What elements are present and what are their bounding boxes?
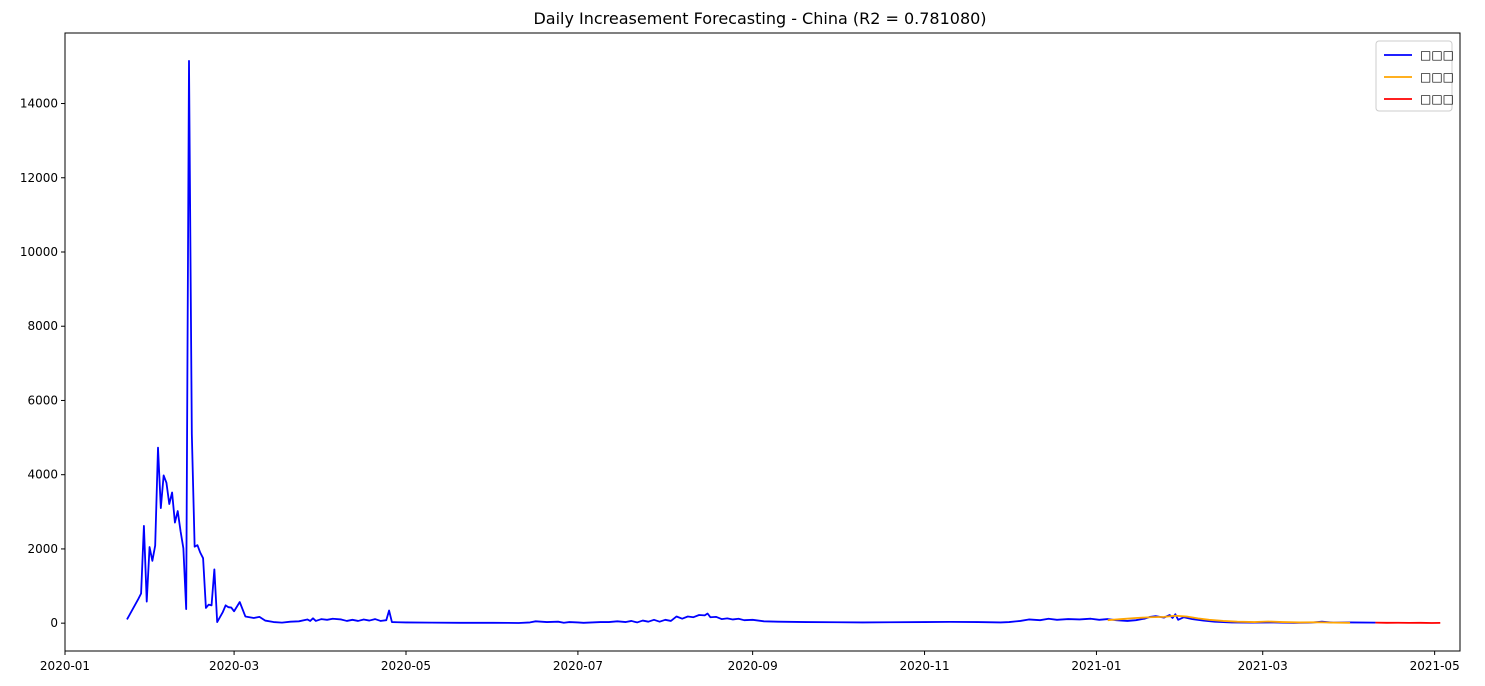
y-tick-label: 10000 bbox=[20, 245, 58, 259]
axis-layer: 2020-01 2020-03 2020-05 2020-07 2020-09 2020-… bbox=[20, 97, 1460, 673]
y-tick-label: 2000 bbox=[27, 542, 58, 556]
x-tick-label: 2020-03 bbox=[209, 659, 259, 673]
y-tick-label: 8000 bbox=[27, 319, 58, 333]
y-tick-label: 0 bbox=[50, 616, 58, 630]
series-layer bbox=[127, 61, 1440, 623]
y-tick-label: 6000 bbox=[27, 393, 58, 407]
series-line-1 bbox=[127, 61, 1375, 623]
legend-label-3: □□□ bbox=[1420, 92, 1454, 106]
x-tick-label: 2020-01 bbox=[40, 659, 90, 673]
y-tick-label: 4000 bbox=[27, 468, 58, 482]
y-tick-label: 12000 bbox=[20, 171, 58, 185]
x-tick-label: 2020-07 bbox=[553, 659, 603, 673]
legend-label-1: □□□ bbox=[1420, 48, 1454, 62]
x-tick-label: 2021-03 bbox=[1238, 659, 1288, 673]
y-tick-label: 14000 bbox=[20, 97, 58, 111]
x-tick-label: 2021-05 bbox=[1410, 659, 1460, 673]
x-tick-label: 2020-05 bbox=[381, 659, 431, 673]
legend-label-2: □□□ bbox=[1420, 70, 1454, 84]
chart-title: Daily Increasement Forecasting - China (… bbox=[533, 9, 986, 28]
x-tick-label: 2020-11 bbox=[899, 659, 949, 673]
x-tick-label: 2021-01 bbox=[1071, 659, 1121, 673]
legend: □□□ □□□ □□□ bbox=[1376, 41, 1454, 111]
plot-frame bbox=[65, 33, 1460, 651]
x-tick-label: 2020-09 bbox=[728, 659, 778, 673]
